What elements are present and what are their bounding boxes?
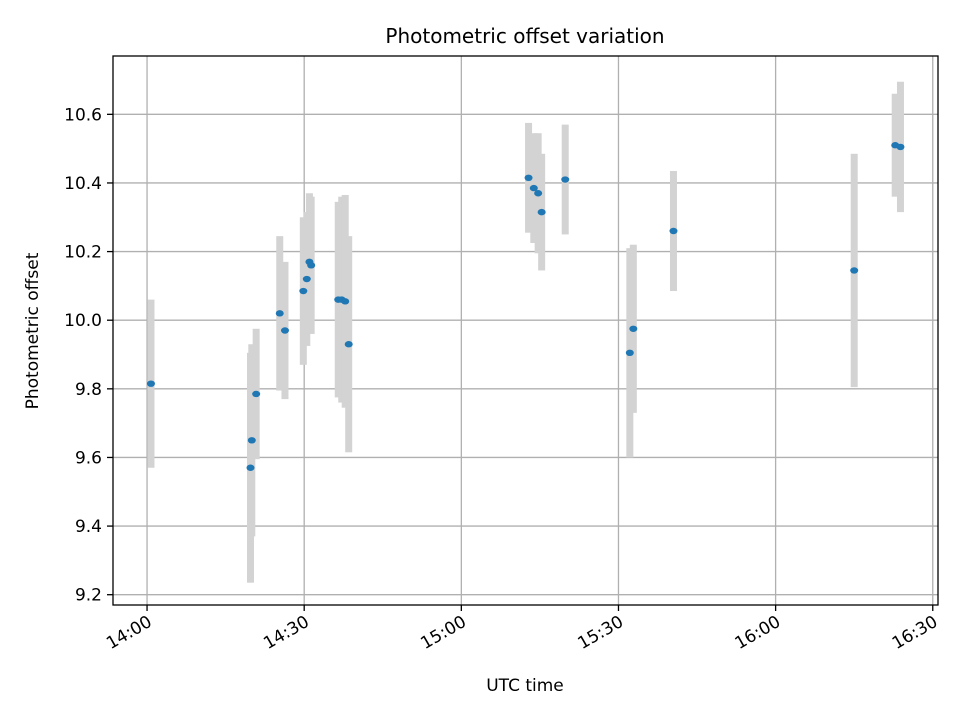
- data-point: [669, 227, 678, 235]
- x-axis-label: UTC time: [486, 676, 564, 696]
- data-point: [299, 287, 308, 295]
- x-tick-label: 14:30: [260, 612, 312, 654]
- data-point: [302, 275, 311, 283]
- plot-frame: [112, 55, 939, 606]
- y-tick-label: 10.6: [64, 105, 102, 125]
- data-point: [280, 327, 289, 334]
- data-point: [307, 262, 316, 269]
- y-tick-label: 9.2: [75, 586, 102, 606]
- x-tick-label: 15:00: [417, 612, 469, 654]
- x-tick-label: 16:30: [889, 612, 941, 654]
- data-point: [529, 184, 538, 192]
- error-bars: [147, 81, 904, 583]
- x-axis-ticks: 14:00 14:30 15:00 15:30 16:00 16:30: [103, 605, 941, 654]
- data-point: [537, 208, 546, 216]
- chart-title: Photometric offset variation: [385, 24, 664, 48]
- data-point: [850, 267, 859, 274]
- data-point: [247, 437, 256, 444]
- x-tick-label: 14:00: [103, 612, 155, 654]
- x-tick-label: 15:30: [575, 612, 627, 654]
- y-axis-label: Photometric offset: [23, 252, 43, 409]
- data-point: [534, 190, 543, 197]
- data-point: [146, 380, 155, 387]
- data-point: [524, 174, 533, 182]
- data-points: [146, 142, 905, 471]
- data-point: [252, 390, 261, 398]
- y-tick-label: 9.8: [75, 380, 102, 400]
- x-tick-label: 16:00: [732, 612, 784, 654]
- data-point: [561, 176, 570, 183]
- data-point: [246, 464, 255, 471]
- data-point: [344, 341, 353, 348]
- y-tick-label: 10.4: [64, 174, 102, 194]
- y-tick-label: 9.4: [75, 517, 102, 537]
- data-point: [341, 298, 350, 305]
- data-point: [625, 349, 634, 357]
- y-tick-label: 10.2: [64, 243, 102, 263]
- data-point: [275, 310, 284, 317]
- data-point: [896, 143, 905, 151]
- data-point: [629, 325, 638, 332]
- y-tick-label: 9.6: [75, 448, 102, 468]
- y-axis-ticks: 9.2 9.4 9.6 9.8 10.0 10.2 10.4 10.6: [64, 105, 113, 606]
- y-tick-label: 10.0: [64, 311, 102, 331]
